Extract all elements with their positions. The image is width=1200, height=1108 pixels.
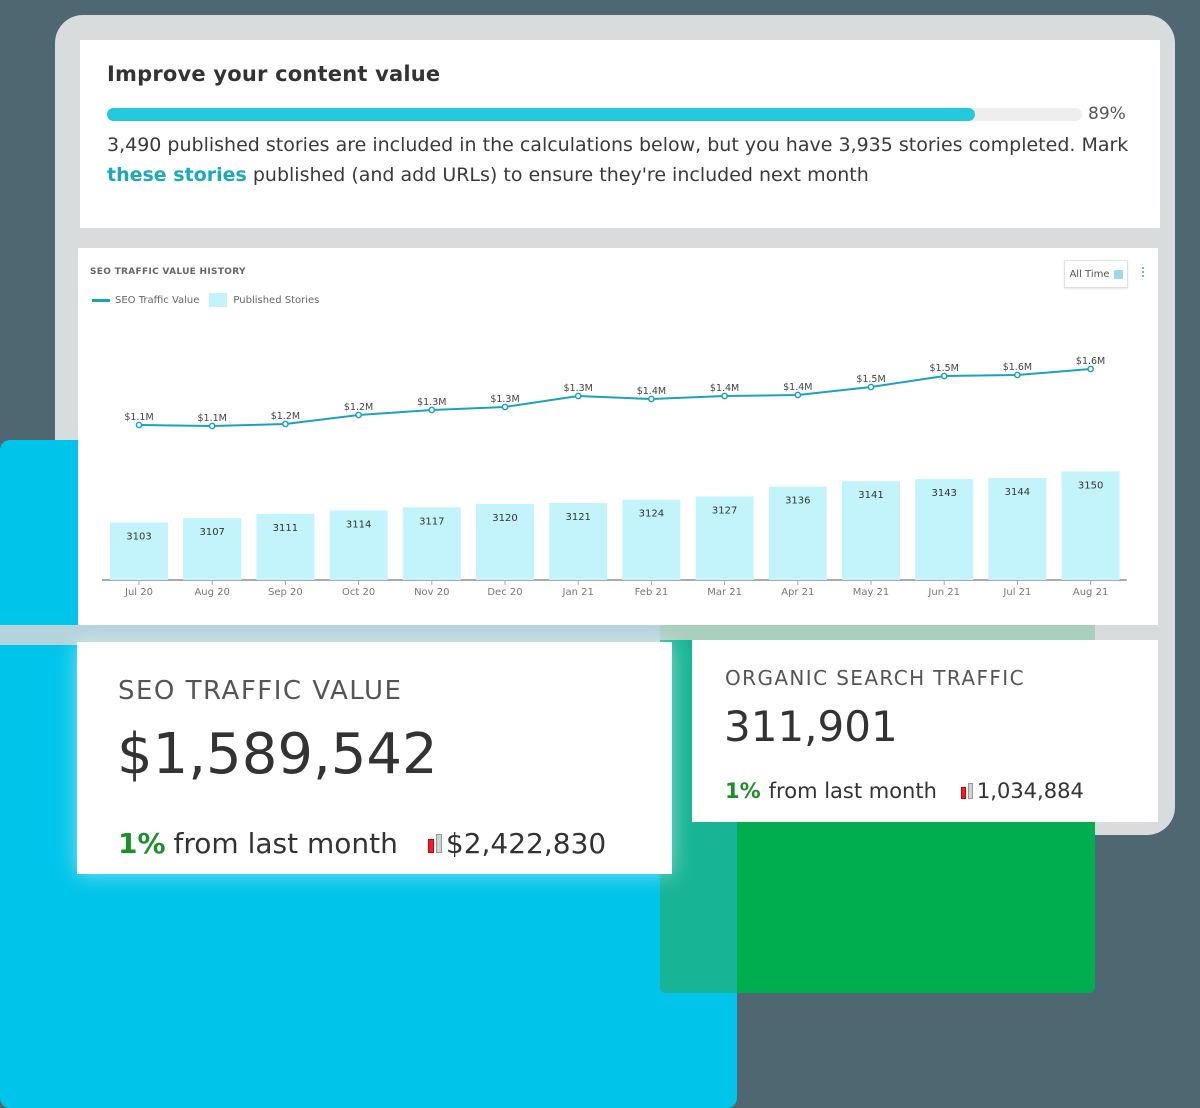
svg-text:3150: 3150 <box>1078 480 1103 491</box>
svg-text:3144: 3144 <box>1005 487 1030 498</box>
metric-value: $1,589,542 <box>117 722 438 787</box>
svg-text:$1.3M: $1.3M <box>417 397 446 408</box>
svg-text:May 21: May 21 <box>853 587 890 598</box>
change-percent: 1% <box>725 779 761 803</box>
legend-bar-swatch <box>209 293 228 307</box>
svg-text:3127: 3127 <box>712 505 737 516</box>
mini-bar-chart-icon <box>960 783 973 799</box>
svg-text:$1.1M: $1.1M <box>198 413 227 424</box>
organic-search-traffic-card: ORGANIC SEARCH TRAFFIC 311,901 1% from l… <box>692 640 1158 822</box>
svg-text:3124: 3124 <box>639 509 664 520</box>
svg-text:Aug 21: Aug 21 <box>1073 587 1108 598</box>
svg-text:$1.4M: $1.4M <box>637 386 666 397</box>
svg-text:$1.6M: $1.6M <box>1003 362 1032 373</box>
compare-value: $2,422,830 <box>445 827 607 860</box>
decorative-wash <box>660 625 1095 640</box>
svg-text:Jun 21: Jun 21 <box>927 587 960 598</box>
date-range-button[interactable]: All Time <box>1064 260 1128 288</box>
svg-text:Jan 21: Jan 21 <box>562 587 594 598</box>
svg-text:Apr 21: Apr 21 <box>781 587 814 598</box>
legend-line-label[interactable]: SEO Traffic Value <box>115 294 200 306</box>
svg-text:Sep 20: Sep 20 <box>268 587 303 598</box>
improve-description: 3,490 published stories are included in … <box>107 130 1152 190</box>
metric-change: 1% from last month $2,422,830 <box>118 827 606 860</box>
change-percent: 1% <box>118 827 166 860</box>
calendar-icon <box>1113 269 1123 279</box>
svg-text:$1.1M: $1.1M <box>124 412 153 423</box>
content-progress-bar <box>107 108 1082 121</box>
change-text: from last month <box>768 779 937 803</box>
svg-text:$1.3M: $1.3M <box>564 383 593 394</box>
svg-text:Aug 20: Aug 20 <box>194 587 229 598</box>
svg-text:3136: 3136 <box>785 496 810 507</box>
svg-text:3141: 3141 <box>858 490 883 501</box>
svg-text:Jul 20: Jul 20 <box>124 587 153 598</box>
svg-text:Jul 21: Jul 21 <box>1002 587 1031 598</box>
improve-content-card: Improve your content value 89% 3,490 pub… <box>80 40 1160 228</box>
legend-line-swatch <box>92 298 110 302</box>
svg-text:3120: 3120 <box>492 513 517 524</box>
mini-bar-chart-icon <box>427 834 442 853</box>
svg-text:$1.2M: $1.2M <box>271 411 300 422</box>
svg-text:Nov 20: Nov 20 <box>414 587 449 598</box>
change-text: from last month <box>173 827 398 860</box>
svg-text:3143: 3143 <box>931 488 956 499</box>
svg-text:$1.6M: $1.6M <box>1076 356 1105 367</box>
compare-value: 1,034,884 <box>976 779 1084 803</box>
seo-history-chart-card: SEO TRAFFIC VALUE HISTORY SEO Traffic Va… <box>78 248 1158 625</box>
combo-chart: 3103 Jul 20 3107 Aug 20 3111 Sep 20 3114 Oct 20… <box>102 356 1127 598</box>
legend-bar-label[interactable]: Published Stories <box>233 294 320 306</box>
kebab-menu-icon[interactable] <box>1142 266 1146 279</box>
seo-traffic-value-card: SEO TRAFFIC VALUE $1,589,542 1% from las… <box>77 642 672 874</box>
progress-percent: 89% <box>1088 104 1126 124</box>
svg-text:3117: 3117 <box>419 516 444 527</box>
svg-text:Feb 21: Feb 21 <box>635 587 669 598</box>
chart-legend: SEO Traffic Value Published Stories <box>92 293 319 307</box>
svg-text:3111: 3111 <box>273 523 298 534</box>
metric-label: SEO TRAFFIC VALUE <box>118 676 403 706</box>
metric-value: 311,901 <box>724 702 898 751</box>
decorative-wash <box>0 625 660 645</box>
description-text: published (and add URLs) to ensure they'… <box>246 164 869 186</box>
svg-text:$1.2M: $1.2M <box>344 402 373 413</box>
progress-fill <box>107 108 975 121</box>
description-text: 3,490 published stories are included in … <box>107 134 1129 156</box>
date-range-label: All Time <box>1069 268 1110 280</box>
chart-title: SEO TRAFFIC VALUE HISTORY <box>90 267 246 277</box>
svg-text:$1.4M: $1.4M <box>710 383 739 394</box>
metric-label: ORGANIC SEARCH TRAFFIC <box>725 666 1025 690</box>
svg-text:3121: 3121 <box>565 512 590 523</box>
svg-text:$1.5M: $1.5M <box>930 363 959 374</box>
metric-change: 1% from last month 1,034,884 <box>725 779 1084 803</box>
these-stories-link[interactable]: these stories <box>107 164 247 186</box>
svg-text:$1.3M: $1.3M <box>490 394 519 405</box>
svg-text:3103: 3103 <box>126 531 151 542</box>
svg-text:Oct 20: Oct 20 <box>342 587 375 598</box>
svg-text:3107: 3107 <box>199 527 224 538</box>
svg-text:$1.4M: $1.4M <box>783 382 812 393</box>
svg-text:3114: 3114 <box>346 520 371 531</box>
improve-title: Improve your content value <box>107 62 441 86</box>
svg-text:Mar 21: Mar 21 <box>707 587 742 598</box>
svg-text:$1.5M: $1.5M <box>856 374 885 385</box>
svg-text:Dec 20: Dec 20 <box>487 587 522 598</box>
